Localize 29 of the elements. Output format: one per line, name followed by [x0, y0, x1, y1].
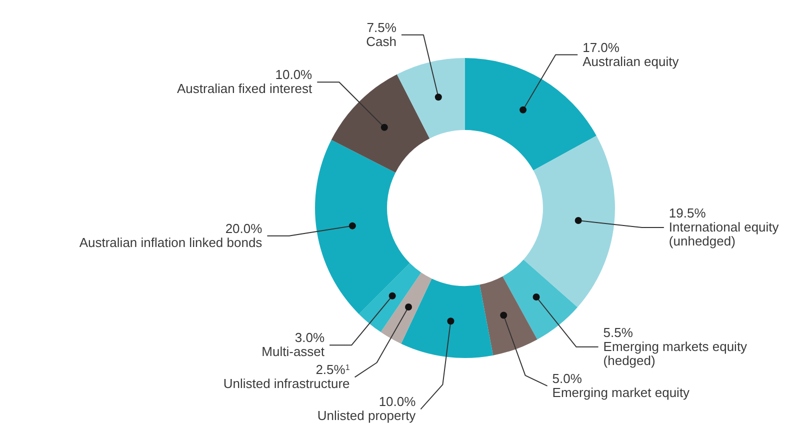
donut-slice [331, 74, 430, 173]
slice-label: Multi-asset [262, 344, 325, 360]
donut-slice [524, 136, 615, 308]
slice-label: Unlisted infrastructure [223, 376, 350, 392]
slice-label: International equity (unhedged) [668, 220, 780, 249]
donut-slice [396, 58, 465, 138]
slice-label: Australian fixed interest [177, 81, 313, 96]
data-label: 7.5% [366, 20, 397, 35]
donut-slice [358, 263, 422, 332]
donut-slice [480, 276, 538, 356]
data-label: 20.0% [225, 220, 263, 236]
slice-label: Unlisted property [317, 408, 416, 424]
donut-slice [315, 140, 410, 314]
donut-slice [502, 260, 578, 340]
slice-label: Emerging markets equity (hedged) [603, 338, 748, 368]
donut-slice [401, 278, 494, 358]
slice-label: Australian inflation linked bonds [79, 234, 263, 250]
data-label: 10.0% [378, 394, 416, 410]
slice-label: Australian equity [582, 54, 680, 69]
data-label: 2.5%$^{1}$ [316, 362, 350, 378]
data-label: 19.5% [668, 206, 706, 221]
data-label: 17.0% [582, 40, 620, 55]
donut-slice [380, 272, 432, 344]
data-label: 3.0% [294, 330, 325, 346]
slice-label: Emerging market equity [552, 384, 690, 400]
data-label: 5.5% [603, 324, 634, 340]
data-label: 10.0% [275, 67, 313, 82]
slice-label: Cash [366, 34, 396, 49]
data-label: 5.0% [552, 370, 582, 386]
